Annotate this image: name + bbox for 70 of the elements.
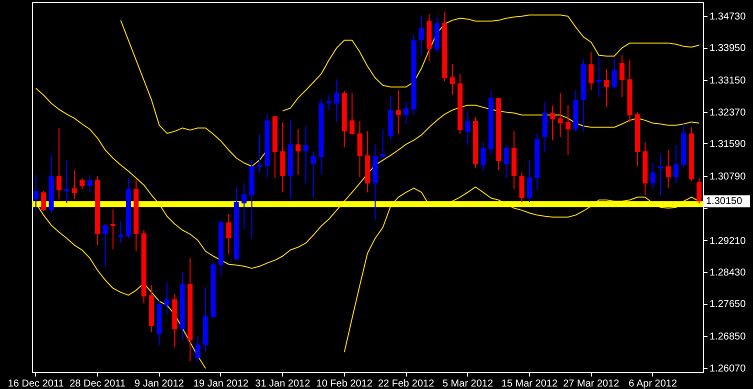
candlestick [465,110,470,146]
candlestick [620,54,625,98]
candlestick [357,120,362,178]
y-tick-label: 1.32370 [710,107,746,118]
candlestick [504,144,509,179]
candlestick [195,336,200,363]
candlestick [588,52,594,91]
x-tick-label: 22 Feb 2012 [378,378,435,389]
x-tick-label: 6 Apr 2012 [628,378,678,389]
candlestick [242,182,247,230]
candlestick [418,14,424,56]
candlestick [604,68,610,108]
candlestick [696,178,702,204]
candlestick [450,64,455,96]
candlestick [480,142,486,172]
candlestick [380,128,386,158]
x-tick-label: 10 Feb 2012 [316,378,373,389]
candlestick [396,90,401,135]
x-tick-label: 28 Dec 2011 [70,378,126,389]
candlestick [110,208,116,250]
candlestick [41,190,46,212]
x-tick-label: 9 Jan 2012 [134,378,184,389]
candlestick [550,106,556,141]
y-tick-label: 1.33150 [710,76,746,87]
candlestick [296,128,301,176]
y-tick-label: 1.27650 [710,299,746,310]
candlestick [596,56,602,98]
candlestick [542,100,548,153]
candlestick [80,178,85,190]
candlestick [303,126,308,184]
candlestick [118,220,124,244]
candlestick [164,282,170,315]
candlestick [558,92,563,138]
candlestick [326,94,332,111]
candlestick [674,144,679,184]
y-tick-label: 1.33950 [710,43,746,54]
x-tick-label: 16 Dec 2011 [8,378,64,389]
y-tick-label: 1.28430 [710,267,746,278]
candlestick [102,224,108,268]
candlestick [526,160,532,203]
candlestick [666,150,671,189]
candlestick [404,100,409,124]
x-tick-label: 5 Mar 2012 [442,378,494,389]
y-tick-label: 1.31590 [710,138,746,150]
candlestick [311,150,316,198]
y-tick-label: 1.26850 [710,332,746,343]
candlestick [612,58,617,90]
line-series [35,88,700,269]
candlestick [650,162,656,190]
text: 1.30150 [706,196,743,208]
candlestick [72,170,77,200]
candlestick [519,172,524,203]
candlestick [33,174,38,212]
y-tick-label: 1.26070 [710,363,746,374]
candlestick [64,160,70,204]
y-tick-label: 1.30790 [710,172,746,183]
y-tick-label: 1.34730 [710,11,746,22]
x-tick-label: 27 Mar 2012 [563,378,620,389]
candlestick [658,154,664,196]
candlestick [56,128,62,200]
candlestick [334,78,340,122]
candlestick [350,92,355,135]
candlestick [226,214,232,255]
x-tick-label: 31 Jan 2012 [255,378,311,389]
x-tick-label: 19 Jan 2012 [193,378,249,389]
x-tick-label: 15 Mar 2012 [501,378,558,389]
candlestick [566,104,571,156]
candlestick [87,174,92,193]
y-tick-label: 1.29210 [710,236,746,247]
candlestick [257,134,262,174]
